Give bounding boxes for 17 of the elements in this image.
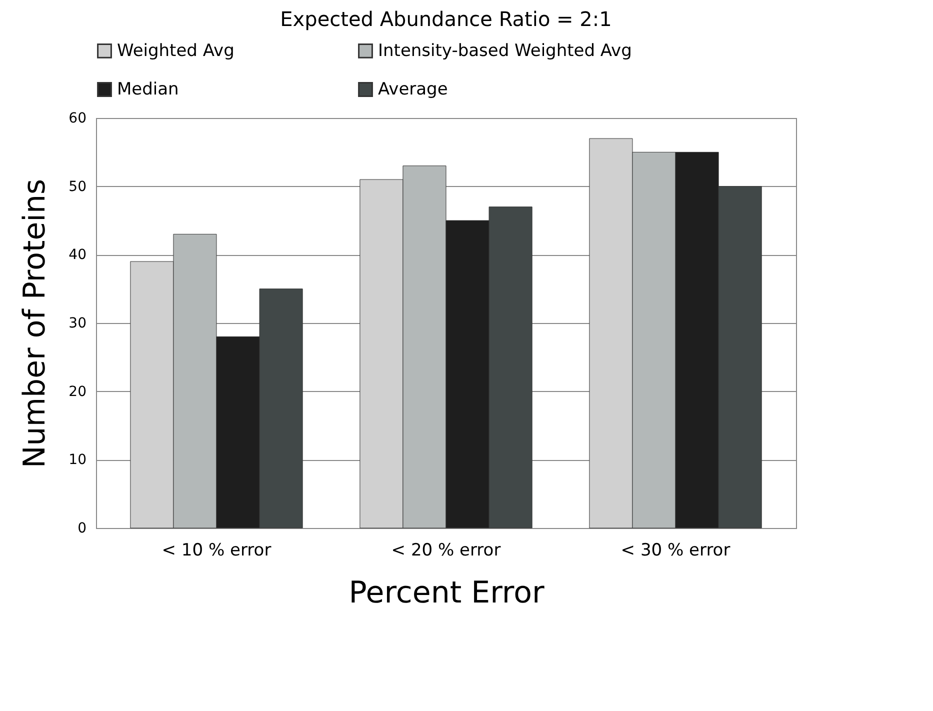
x-tick-label: < 20 % error bbox=[391, 540, 501, 560]
y-tick-label: 50 bbox=[68, 178, 86, 195]
x-tick-label: < 30 % error bbox=[620, 540, 730, 560]
y-tick-label: 0 bbox=[78, 520, 86, 536]
legend-label: Average bbox=[378, 80, 448, 100]
y-tick-label: 40 bbox=[68, 247, 86, 264]
y-tick-label: 60 bbox=[68, 110, 86, 126]
y-tick-label: 10 bbox=[68, 452, 86, 468]
y-tick-label: 20 bbox=[68, 384, 86, 400]
legend-label: Intensity-based Weighted Avg bbox=[378, 40, 632, 61]
chart-title: Expected Abundance Ratio = 2:1 bbox=[280, 7, 612, 31]
y-tick-label: 30 bbox=[68, 316, 86, 332]
x-axis-title: Percent Error bbox=[348, 576, 545, 610]
legend-label: Weighted Avg bbox=[117, 40, 234, 61]
x-tick-label: < 10 % error bbox=[162, 540, 272, 560]
y-axis-title: Number of Proteins bbox=[18, 178, 53, 468]
legend-label: Median bbox=[117, 80, 179, 100]
